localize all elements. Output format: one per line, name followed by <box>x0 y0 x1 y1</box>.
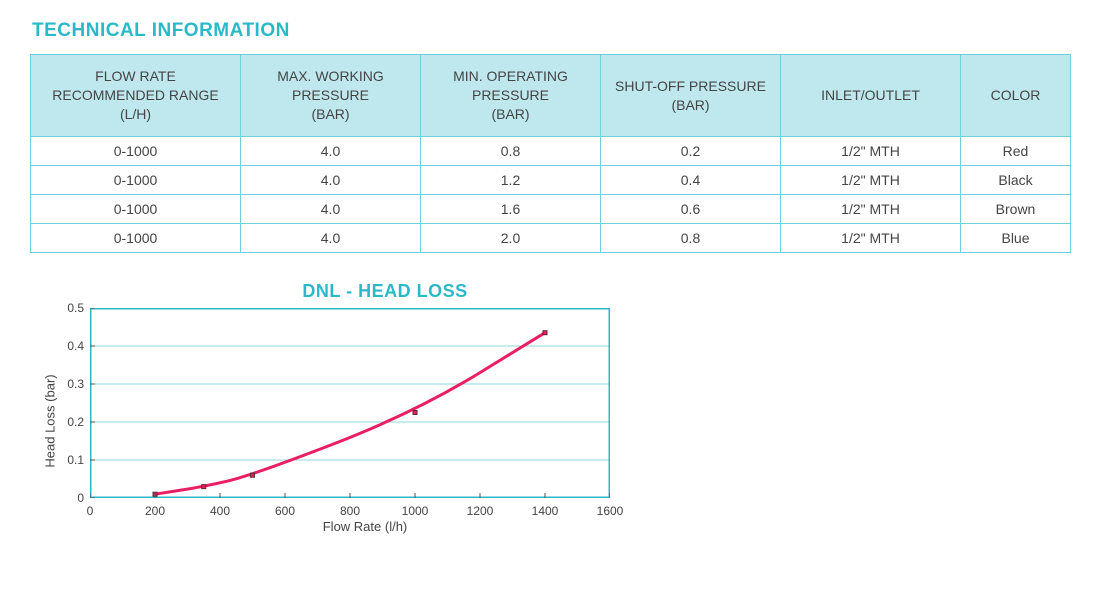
table-header: FLOW RATERECOMMENDED RANGE(L/H) <box>31 55 241 137</box>
table-row: 0-10004.01.60.61/2" MTHBrown <box>31 195 1071 224</box>
chart-block: DNL - HEAD LOSS Head Loss (bar) Flow Rat… <box>60 281 670 534</box>
chart-ytick: 0.4 <box>67 339 90 353</box>
table-cell: 4.0 <box>241 166 421 195</box>
chart-ytick: 0.2 <box>67 415 90 429</box>
spec-table: FLOW RATERECOMMENDED RANGE(L/H)MAX. WORK… <box>30 54 1071 253</box>
table-cell: 0-1000 <box>31 224 241 253</box>
table-cell: 4.0 <box>241 224 421 253</box>
chart-xtick: 400 <box>210 498 230 518</box>
chart-xtick: 1400 <box>532 498 559 518</box>
table-header: COLOR <box>961 55 1071 137</box>
table-cell: 0-1000 <box>31 137 241 166</box>
table-cell: Red <box>961 137 1071 166</box>
table-cell: 1/2" MTH <box>781 166 961 195</box>
table-cell: 4.0 <box>241 195 421 224</box>
table-header: SHUT-OFF PRESSURE(BAR) <box>601 55 781 137</box>
chart-xtick: 0 <box>87 498 94 518</box>
table-cell: 0-1000 <box>31 195 241 224</box>
chart-x-label: Flow Rate (l/h) <box>323 519 408 534</box>
table-cell: Black <box>961 166 1071 195</box>
table-cell: Blue <box>961 224 1071 253</box>
chart-xtick: 800 <box>340 498 360 518</box>
chart-ytick: 0.1 <box>67 453 90 467</box>
section-title: TECHNICAL INFORMATION <box>32 20 1070 42</box>
table-cell: 4.0 <box>241 137 421 166</box>
table-header: MIN. OPERATINGPRESSURE(BAR) <box>421 55 601 137</box>
table-cell: 1.6 <box>421 195 601 224</box>
table-cell: 1/2" MTH <box>781 137 961 166</box>
chart-xtick: 1600 <box>597 498 624 518</box>
chart-xtick: 600 <box>275 498 295 518</box>
chart-title: DNL - HEAD LOSS <box>100 281 670 302</box>
table-header: INLET/OUTLET <box>781 55 961 137</box>
table-header: MAX. WORKINGPRESSURE(BAR) <box>241 55 421 137</box>
table-row: 0-10004.02.00.81/2" MTHBlue <box>31 224 1071 253</box>
table-cell: 1/2" MTH <box>781 195 961 224</box>
chart-plot: 00.10.20.30.40.5020040060080010001200140… <box>90 308 610 498</box>
table-cell: 0-1000 <box>31 166 241 195</box>
chart-ytick: 0.3 <box>67 377 90 391</box>
table-cell: 0.8 <box>421 137 601 166</box>
chart-xtick: 1200 <box>467 498 494 518</box>
chart-xtick: 1000 <box>402 498 429 518</box>
table-cell: 0.6 <box>601 195 781 224</box>
table-cell: 1/2" MTH <box>781 224 961 253</box>
table-row: 0-10004.01.20.41/2" MTHBlack <box>31 166 1071 195</box>
table-cell: 0.2 <box>601 137 781 166</box>
table-cell: 1.2 <box>421 166 601 195</box>
chart-y-label: Head Loss (bar) <box>43 374 58 467</box>
table-row: 0-10004.00.80.21/2" MTHRed <box>31 137 1071 166</box>
table-cell: 2.0 <box>421 224 601 253</box>
table-cell: Brown <box>961 195 1071 224</box>
table-cell: 0.8 <box>601 224 781 253</box>
chart-ytick: 0.5 <box>67 301 90 315</box>
chart-xtick: 200 <box>145 498 165 518</box>
table-cell: 0.4 <box>601 166 781 195</box>
